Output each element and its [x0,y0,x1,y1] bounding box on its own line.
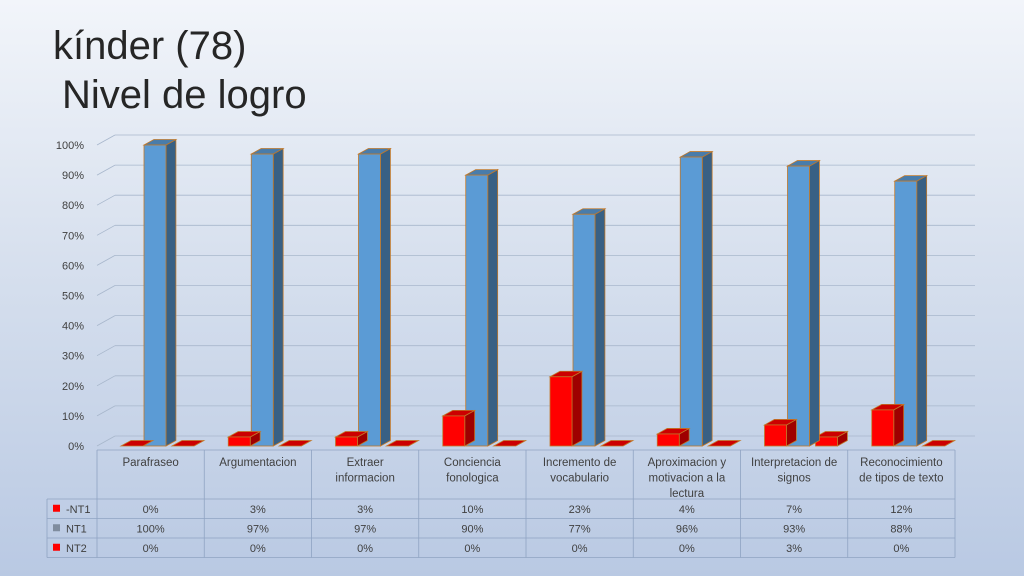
bar-nt1 [356,147,392,447]
bar-nt1 [678,150,714,447]
data-table-cell: 0% [893,543,909,555]
data-table-cell: 0% [143,543,159,555]
gridline-depth [96,375,116,387]
data-table-cell: 97% [247,523,269,535]
y-tick-label: 100% [56,140,84,152]
legend-label: NT2 [66,543,87,555]
data-table-cell: 0% [464,543,480,555]
bar-nt1 [142,138,178,447]
data-table-cell: 23% [569,504,591,516]
y-tick-label: 30% [62,351,84,363]
data-table-cell: 0% [679,543,695,555]
y-tick-label: 20% [62,381,84,393]
y-tick-label: 80% [62,200,84,212]
data-table-cell: 7% [786,504,802,516]
bar-nt1 [249,147,285,447]
y-tick-label: 90% [62,170,84,182]
legend-label: -NT1 [66,504,90,516]
gridline-depth [96,315,116,326]
gridline-depth [96,224,116,236]
bar-minus-nt1 [226,430,262,447]
data-table-cell: 97% [354,523,376,535]
gridline-depth [96,134,116,146]
data-table-cell: 88% [890,523,912,535]
legend-label: NT1 [66,523,87,535]
gridline-depth [96,435,116,447]
category-label: Conciencia fonologica [444,457,501,485]
bar-minus-nt1 [333,430,369,447]
y-tick-label: 60% [62,260,84,272]
gridline-depth [96,285,116,296]
bar-nt2 [813,430,849,447]
gridline-depth [96,255,116,266]
category-label: Aproximacion y motivacion a la lectura [648,457,727,500]
bar-nt2 [277,440,313,447]
legend-key [53,543,60,551]
category-label: Extraer informacion [335,457,394,485]
bar-minus-nt1 [441,409,477,447]
data-table-cell: 4% [679,504,695,516]
bar-nt2 [170,440,206,447]
y-tick-label: 70% [62,230,84,242]
gridline-depth [96,345,116,357]
y-tick-label: 0% [68,441,84,453]
bar-minus-nt1 [870,403,906,447]
bar-minus-nt1 [762,418,798,447]
data-table-cell: 3% [250,504,266,516]
data-table-cell: 3% [357,504,373,516]
gridline-depth [96,194,116,206]
category-label: Parafraseo [122,457,178,469]
gridline-depth [96,164,116,176]
data-table-cell: 0% [572,543,588,555]
slide-title-line-2: Nivel de logro [62,73,307,117]
data-table-cell: 0% [143,504,159,516]
bar-minus-nt1 [655,427,691,447]
bar-nt1 [785,159,821,447]
data-table-cell: 100% [137,523,165,535]
y-tick-label: 40% [62,321,84,333]
bar-nt1 [893,174,929,447]
data-table-cell: 0% [357,543,373,555]
data-table-cell: 77% [569,523,591,535]
data-table-cell: 10% [461,504,483,516]
data-table-cell: 96% [676,523,698,535]
y-tick-label: 50% [62,291,84,303]
slide-title-line-1: kínder (78) [53,24,247,68]
bar-nt2 [706,440,742,447]
gridline-depth [96,405,116,417]
y-tick-label: 10% [62,411,84,423]
bar-nt2 [921,440,957,447]
category-label: Incremento de vocabulario [543,457,617,485]
bar-nt2 [599,440,635,447]
category-label: Reconocimiento de tipos de texto [859,457,943,485]
legend-key [53,524,60,532]
bar-nt2 [492,440,528,447]
data-table-cell: 3% [786,543,802,555]
bar-nt1 [464,168,500,447]
bar-minus-nt1 [119,440,155,447]
category-label: Interpretacion de signos [751,457,837,485]
data-table-cell: 0% [250,543,266,555]
bar-nt2 [384,440,420,447]
legend-key [53,504,60,512]
data-table-cell: 93% [783,523,805,535]
category-label: Argumentacion [219,457,296,469]
data-table-cell: 12% [890,504,912,516]
data-table-cell: 90% [461,523,483,535]
bar-minus-nt1 [548,370,584,447]
